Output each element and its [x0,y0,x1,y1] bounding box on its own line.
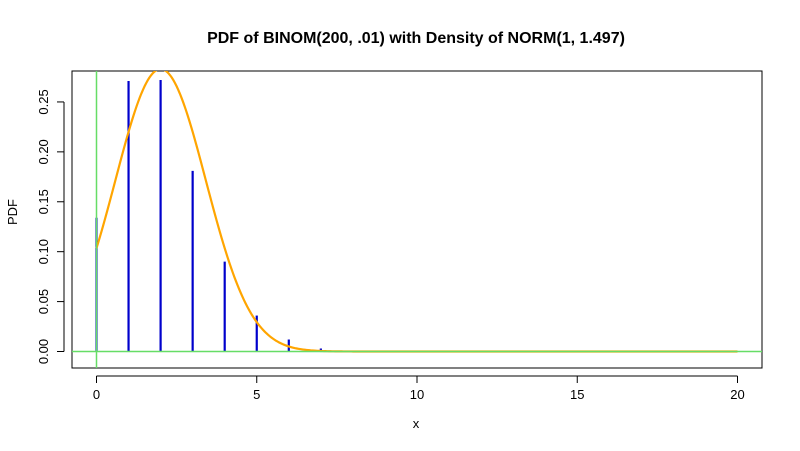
chart-title: PDF of BINOM(200, .01) with Density of N… [207,30,625,47]
y-tick-label: 0.00 [36,339,51,364]
y-tick-label: 0.15 [36,189,51,214]
y-tick-label: 0.10 [36,239,51,264]
plot-area: 0 5 10 15 20 0.00 0.05 0.10 0.15 0.20 0.25 [36,70,763,402]
y-tick-label: 0.20 [36,139,51,164]
x-tick-label: 10 [410,387,424,402]
y-tick-label: 0.25 [36,89,51,114]
x-axis-label: x [413,416,420,431]
plot-content [72,71,762,368]
y-axis-label: PDF [5,199,20,225]
y-tick-label: 0.05 [36,289,51,314]
x-tick-label: 20 [730,387,744,402]
x-tick-label: 5 [253,387,260,402]
plot-frame [71,70,763,369]
x-tick-label: 0 [93,387,100,402]
x-tick-label: 15 [570,387,584,402]
